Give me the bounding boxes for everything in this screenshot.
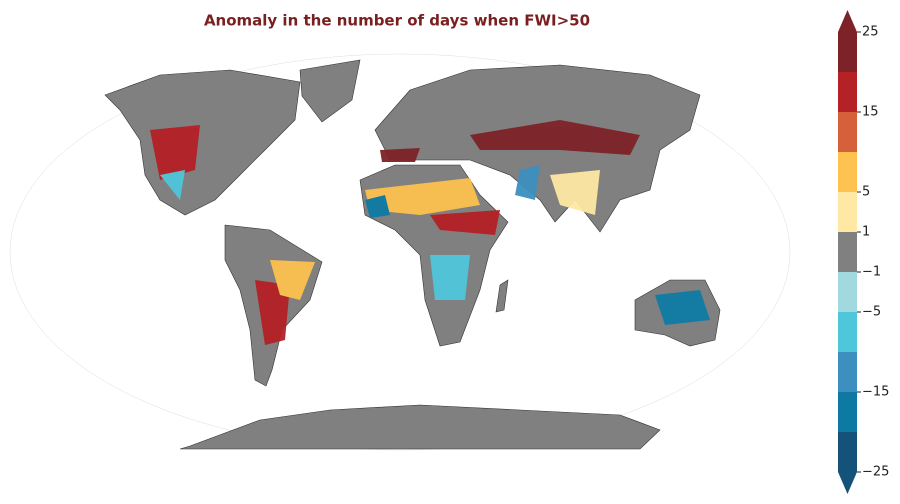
map-title: Anomaly in the number of days when FWI>5… — [204, 12, 590, 30]
madagascar — [495, 279, 509, 313]
colorbar-segment — [838, 112, 857, 152]
colorbar-tick-label: −5 — [862, 305, 881, 320]
colorbar-tick-label: 5 — [862, 185, 870, 200]
colorbar-segment — [838, 192, 857, 232]
colorbar-tick-label: −25 — [862, 465, 889, 480]
colorbar-tick-label: −1 — [862, 265, 881, 280]
map-outline — [9, 53, 791, 451]
colorbar-segment — [838, 32, 857, 72]
colorbar-segment — [838, 352, 857, 392]
colorbar-tick-label: 1 — [862, 225, 870, 240]
colorbar-tick-label: 25 — [862, 25, 879, 40]
colorbar-segment — [838, 152, 857, 192]
colorbar-tick-label: −15 — [862, 385, 889, 400]
colorbar-segment — [838, 392, 857, 432]
antarctica — [179, 404, 661, 450]
colorbar-segment — [838, 232, 857, 272]
north-america — [104, 69, 301, 216]
colorbar-segment — [838, 432, 857, 472]
colorbar-extend-top — [838, 10, 857, 32]
colorbar-extend-bottom — [838, 472, 857, 494]
colorbar-tick-label: 15 — [862, 105, 879, 120]
anomaly-patches — [150, 120, 710, 345]
world-map — [9, 53, 791, 451]
greenland — [299, 59, 361, 123]
colorbar-segment — [838, 72, 857, 112]
colorbar-segment — [838, 272, 857, 312]
colorbar-segment — [838, 312, 857, 352]
